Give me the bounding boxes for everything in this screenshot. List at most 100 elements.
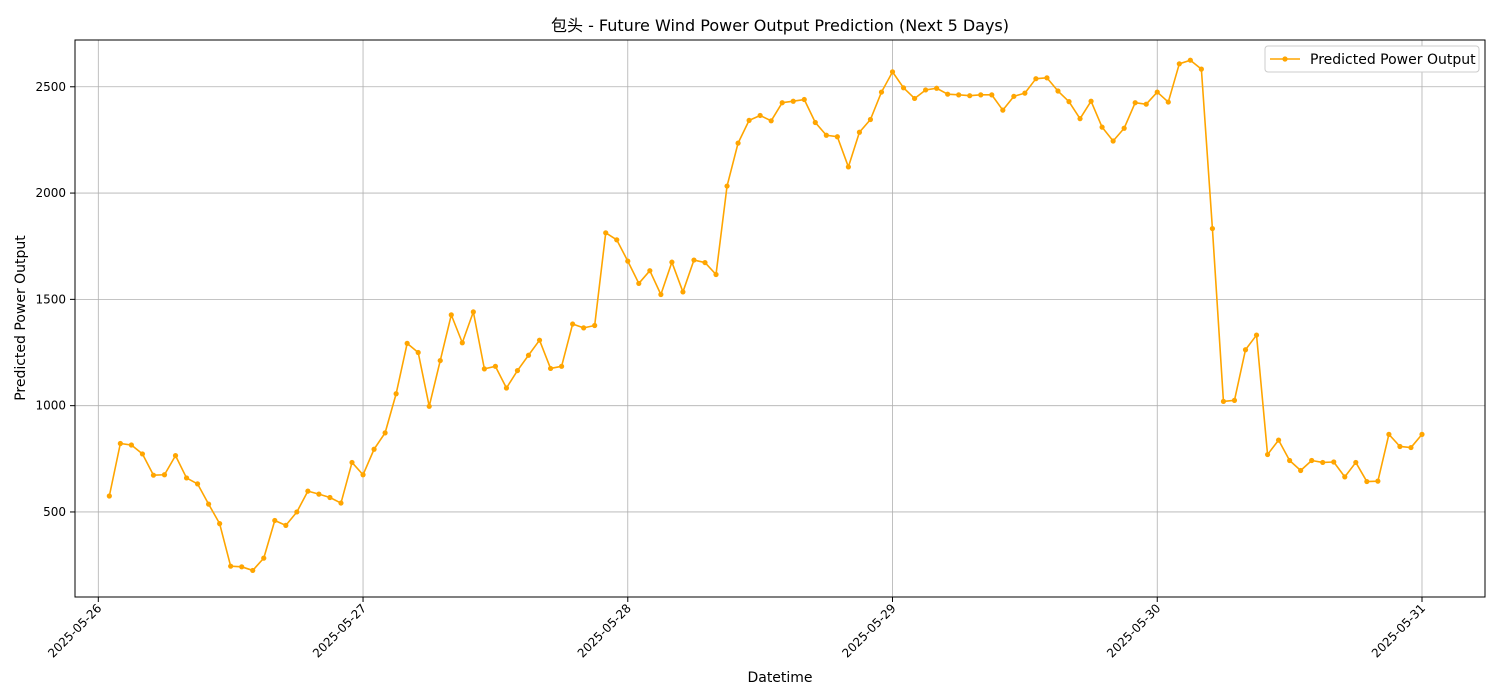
data-point (1309, 457, 1315, 464)
data-point (1331, 459, 1337, 465)
data-point (581, 325, 587, 331)
data-point (503, 385, 510, 391)
data-point (1275, 437, 1282, 443)
data-point (338, 500, 344, 506)
data-point (1000, 107, 1006, 113)
data-point (812, 119, 818, 126)
data-point (1176, 61, 1182, 67)
data-point (360, 472, 366, 478)
data-point (967, 93, 973, 99)
legend-box (1264, 45, 1480, 73)
data-point (1397, 443, 1403, 450)
y-tick-label: 2500 (35, 80, 66, 94)
data-point (128, 442, 134, 448)
data-point (945, 91, 951, 97)
data-point (525, 352, 532, 358)
data-point (845, 164, 851, 170)
data-point (834, 134, 840, 140)
data-point (1264, 451, 1271, 458)
x-tick-label: 2025-05-30 (1104, 601, 1163, 660)
data-point (404, 340, 410, 346)
data-point (183, 475, 190, 481)
data-point (1044, 75, 1050, 81)
data-point (250, 567, 256, 574)
data-point (117, 440, 123, 447)
data-point (724, 183, 730, 189)
data-point (206, 501, 212, 507)
data-point (900, 85, 907, 91)
data-point (735, 140, 741, 146)
data-point (272, 517, 278, 524)
data-point (305, 488, 311, 494)
data-point (294, 509, 300, 515)
y-axis-label: Predicted Power Output (13, 235, 29, 401)
data-point (1121, 125, 1127, 131)
data-point (956, 92, 962, 98)
data-point (801, 96, 807, 103)
data-point (647, 268, 653, 274)
data-point (261, 555, 267, 561)
x-axis-label: Datetime (747, 670, 812, 686)
data-point (139, 451, 146, 457)
data-point (592, 322, 598, 329)
data-point (1132, 100, 1138, 106)
data-point (194, 481, 201, 487)
data-point (1022, 90, 1028, 96)
data-point (382, 430, 388, 436)
y-tick-label: 1500 (35, 292, 66, 306)
data-point (437, 357, 443, 364)
data-point (426, 403, 432, 409)
data-point (1154, 89, 1160, 95)
data-point (856, 129, 863, 135)
legend-label: Predicted Power Output (1310, 52, 1476, 68)
data-point (658, 291, 664, 298)
data-point (911, 95, 918, 102)
y-tick-label: 2000 (35, 186, 66, 200)
data-point (1198, 66, 1204, 72)
data-point (768, 118, 774, 124)
data-point (823, 132, 829, 138)
data-point (481, 366, 487, 372)
data-point (1143, 101, 1149, 107)
data-point (934, 85, 940, 91)
chart-title: 包头 - Future Wind Power Output Prediction… (551, 16, 1009, 35)
data-point (1099, 124, 1105, 130)
data-point (536, 337, 543, 343)
data-point (1419, 431, 1425, 437)
data-point (1287, 457, 1293, 464)
data-point (1077, 116, 1083, 122)
x-tick-label: 2025-05-31 (1369, 601, 1428, 660)
data-point (1253, 332, 1260, 338)
data-point (239, 564, 245, 570)
x-axis: 2025-05-26 2025-05-27 2025-05-28 2025-05-29… (45, 597, 1428, 660)
data-point (923, 87, 929, 93)
y-axis: 500 1000 1500 2000 2500 (35, 80, 75, 519)
y-tick-label: 500 (43, 505, 66, 519)
data-point (1110, 138, 1116, 144)
data-point (547, 365, 554, 372)
data-point (636, 280, 642, 287)
data-point (1342, 474, 1348, 480)
data-point (1386, 431, 1392, 437)
data-point (702, 259, 708, 266)
data-point (680, 289, 686, 295)
data-point (1209, 225, 1216, 232)
data-point (1242, 347, 1249, 353)
data-point (570, 321, 576, 327)
data-point (1187, 57, 1193, 63)
grid (75, 40, 1485, 597)
data-point (1055, 88, 1061, 94)
data-point (514, 367, 521, 374)
data-point (889, 69, 896, 75)
data-point (757, 112, 763, 119)
data-point (790, 98, 796, 104)
data-point (989, 92, 995, 98)
data-point (1088, 98, 1094, 104)
x-tick-label: 2025-05-26 (45, 601, 104, 660)
data-point (779, 100, 785, 106)
data-point (492, 363, 499, 369)
data-point (371, 446, 377, 452)
data-point (1231, 397, 1238, 403)
data-point (614, 237, 620, 243)
